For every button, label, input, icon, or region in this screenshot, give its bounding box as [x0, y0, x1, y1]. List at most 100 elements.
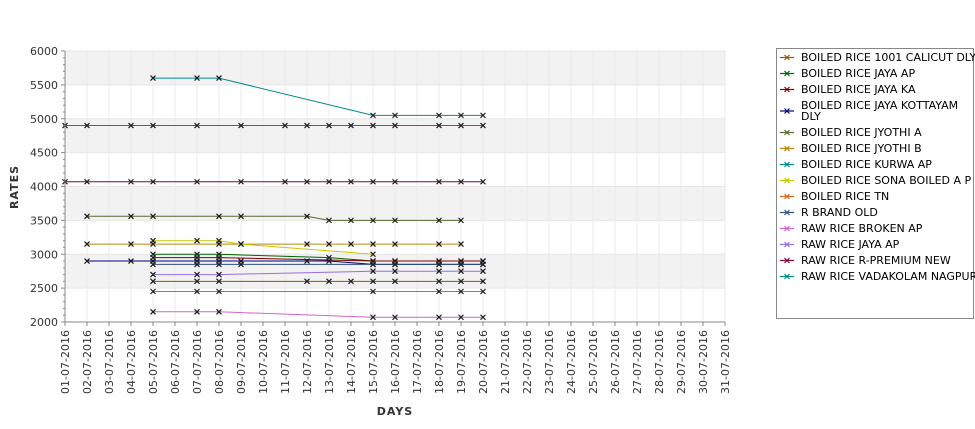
- data-point: [370, 217, 376, 224]
- data-point: [304, 178, 310, 185]
- x-tick-label: 09-07-2016: [235, 330, 248, 394]
- x-tick-label: 29-07-2016: [675, 330, 688, 394]
- data-point: [150, 288, 156, 295]
- data-point: [458, 288, 464, 295]
- series-markers: [62, 75, 486, 321]
- data-point: [480, 112, 486, 119]
- data-point: [370, 288, 376, 295]
- data-point: [194, 237, 200, 244]
- legend-swatch-marker: [784, 257, 790, 264]
- legend-label: RAW RICE JAYA AP: [801, 238, 900, 251]
- series-line: [153, 77, 483, 116]
- x-tick-label: 24-07-2016: [565, 330, 578, 394]
- y-tick-label: 2000: [30, 316, 58, 329]
- data-point: [128, 122, 134, 129]
- x-tick-label: 10-07-2016: [257, 330, 270, 394]
- data-point: [480, 178, 486, 185]
- legend-swatch-marker: [784, 177, 790, 184]
- series-line: [153, 270, 483, 276]
- x-tick-label: 27-07-2016: [631, 330, 644, 394]
- data-point: [458, 278, 464, 285]
- y-tick-label: 3500: [30, 214, 58, 227]
- legend-label: BOILED RICE KURWA AP: [801, 158, 932, 171]
- legend-label: BOILED RICE 1001 CALICUT DLY: [801, 51, 975, 64]
- data-point: [392, 241, 398, 248]
- x-tick-label: 08-07-2016: [213, 330, 226, 394]
- legend-swatch-marker: [784, 86, 790, 93]
- data-point: [216, 213, 222, 220]
- data-point: [282, 122, 288, 129]
- series-line: [153, 311, 483, 318]
- data-point: [392, 112, 398, 119]
- data-point: [150, 213, 156, 220]
- data-point: [348, 178, 354, 185]
- data-point: [238, 213, 244, 220]
- x-tick-label: 23-07-2016: [543, 330, 556, 394]
- y-tick-label: 5500: [30, 79, 58, 92]
- data-point: [480, 288, 486, 295]
- data-point: [216, 288, 222, 295]
- data-point: [458, 122, 464, 129]
- legend-label: RAW RICE VADAKOLAM NAGPUR: [801, 270, 975, 283]
- x-tick-label: 01-07-2016: [59, 330, 72, 394]
- data-point: [194, 178, 200, 185]
- data-point: [458, 261, 464, 268]
- data-point: [370, 251, 376, 258]
- data-point: [216, 75, 222, 82]
- data-point: [128, 241, 134, 248]
- x-axis-title: DAYS: [377, 405, 413, 418]
- data-point: [392, 268, 398, 275]
- data-point: [392, 278, 398, 285]
- x-tick-label: 18-07-2016: [433, 330, 446, 394]
- legend-swatch-marker: [784, 241, 790, 248]
- y-tick-label: 3000: [30, 248, 58, 261]
- data-point: [194, 308, 200, 315]
- data-point: [436, 278, 442, 285]
- data-point: [370, 314, 376, 321]
- data-point: [480, 122, 486, 129]
- legend-swatch-marker: [784, 161, 790, 168]
- data-point: [458, 314, 464, 321]
- data-point: [326, 178, 332, 185]
- legend-swatch-marker: [784, 108, 790, 114]
- data-point: [150, 308, 156, 315]
- data-point: [150, 278, 156, 285]
- data-point: [480, 314, 486, 321]
- data-point: [326, 241, 332, 248]
- data-point: [326, 217, 332, 224]
- data-point: [370, 178, 376, 185]
- legend-label: RAW RICE BROKEN AP: [801, 222, 923, 235]
- legend-item: BOILED RICE JAYA KOTTAYAM DLY: [780, 99, 958, 123]
- legend-label: BOILED RICE JYOTHI B: [801, 142, 922, 155]
- data-point: [370, 122, 376, 129]
- legend-swatch-marker: [784, 129, 790, 136]
- data-point: [304, 213, 310, 220]
- data-point: [370, 278, 376, 285]
- x-tick-label: 22-07-2016: [521, 330, 534, 394]
- x-tick-label: 31-07-2016: [719, 330, 732, 394]
- data-point: [304, 241, 310, 248]
- legend-label: R BRAND OLD: [801, 206, 878, 219]
- legend-swatch-marker: [784, 225, 790, 232]
- x-tick-label: 02-07-2016: [81, 330, 94, 394]
- legend-swatch-marker: [784, 54, 790, 61]
- y-tick-label: 5000: [30, 113, 58, 126]
- x-tick-label: 14-07-2016: [345, 330, 358, 394]
- legend-swatch-marker: [784, 193, 790, 200]
- data-point: [84, 122, 90, 129]
- x-tick-label: 15-07-2016: [367, 330, 380, 394]
- x-tick-label: 06-07-2016: [169, 330, 182, 394]
- series-line: [153, 257, 483, 262]
- x-tick-label: 17-07-2016: [411, 330, 424, 394]
- data-point: [458, 268, 464, 275]
- x-tick-label: 20-07-2016: [477, 330, 490, 394]
- y-tick-label: 4500: [30, 147, 58, 160]
- x-tick-label: 04-07-2016: [125, 330, 138, 394]
- data-point: [84, 241, 90, 248]
- axes: [61, 50, 726, 326]
- data-point: [458, 241, 464, 248]
- x-tick-label: 11-07-2016: [279, 330, 292, 394]
- data-point: [348, 122, 354, 129]
- legend-swatch-marker: [784, 209, 790, 216]
